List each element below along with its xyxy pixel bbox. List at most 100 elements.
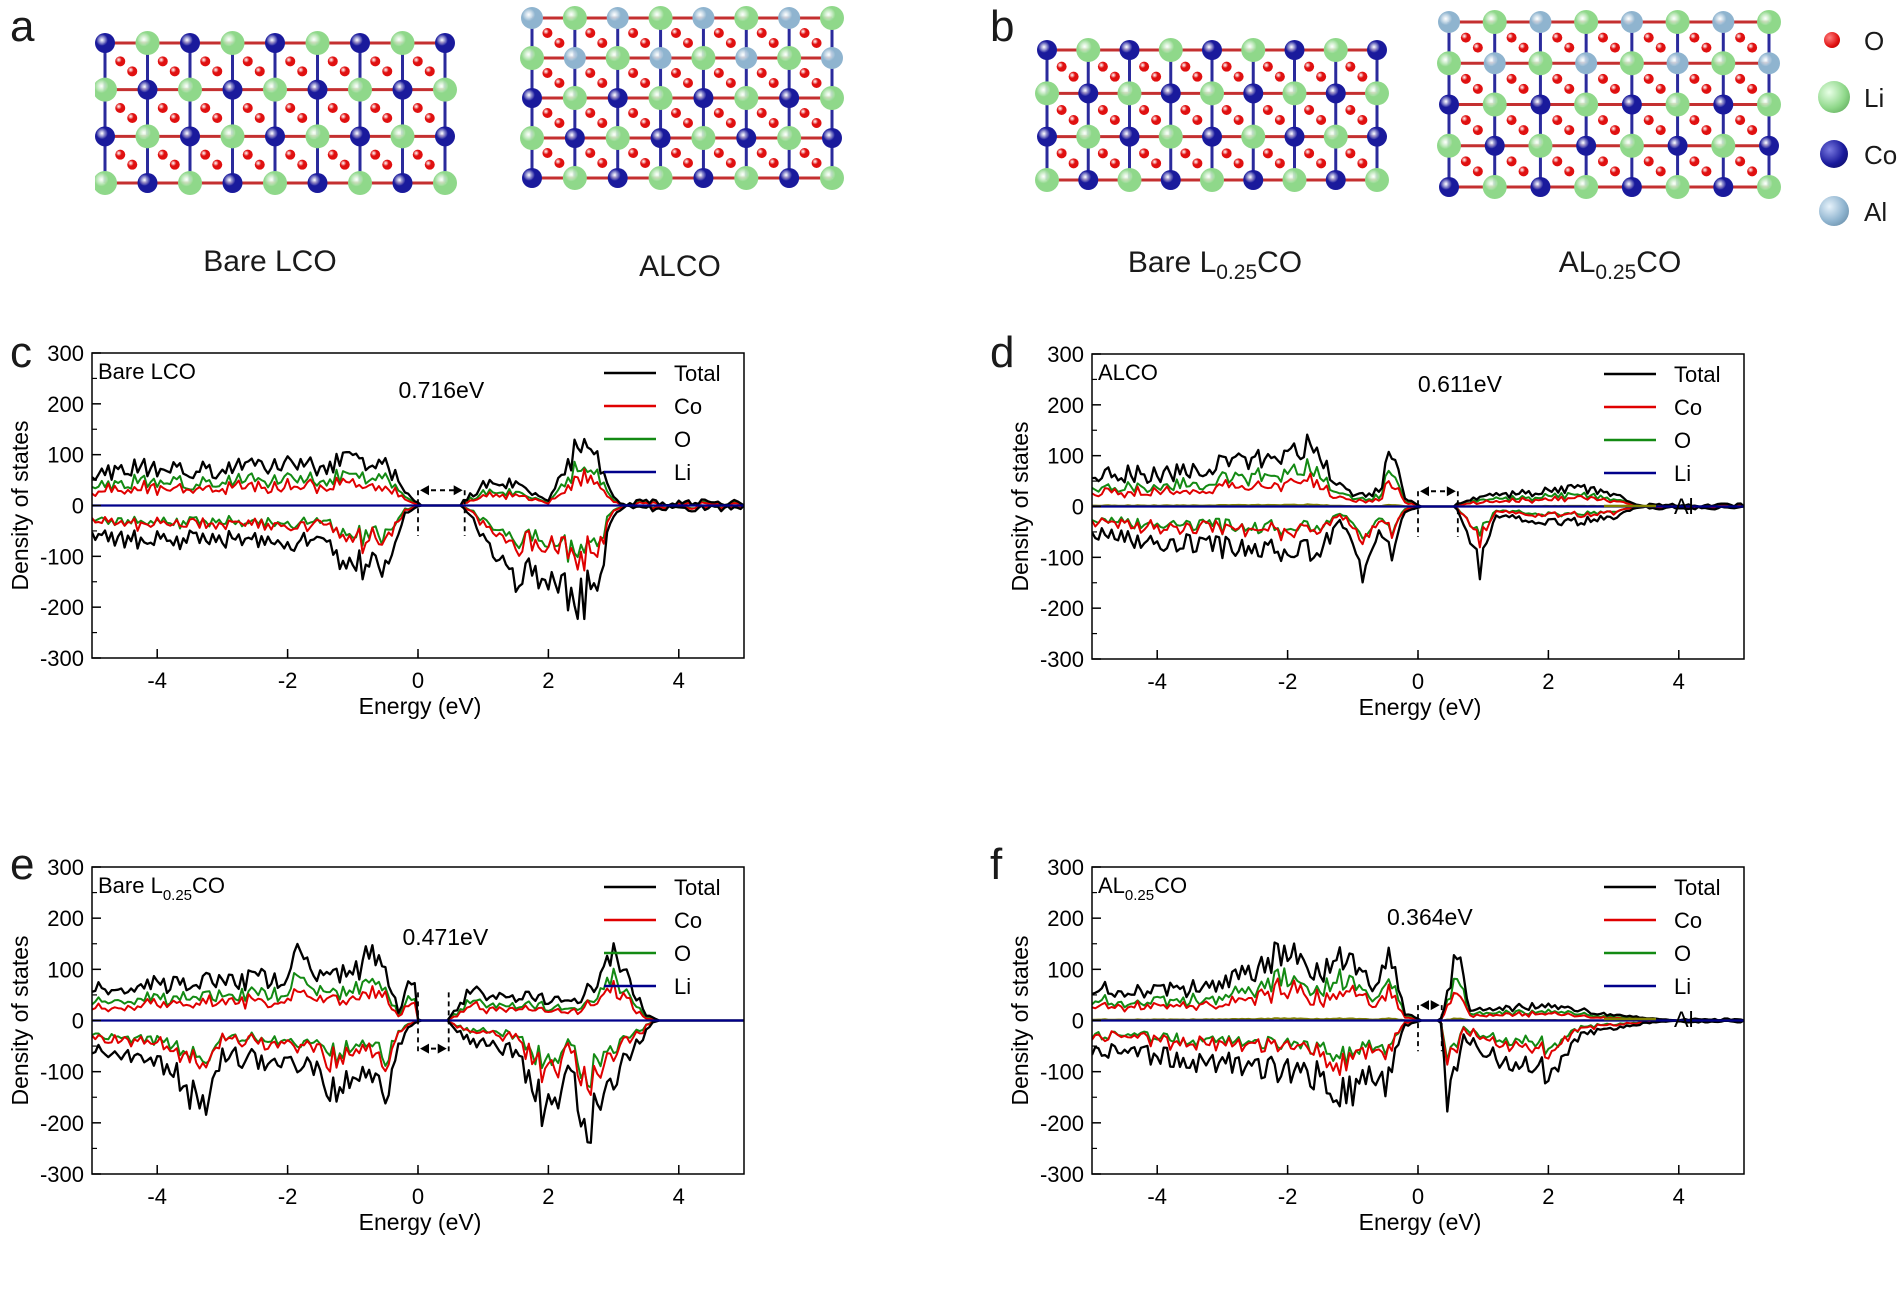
oxygen-atom xyxy=(585,108,596,118)
y-tick-label: -300 xyxy=(1040,1162,1084,1187)
oxygen-atom xyxy=(713,28,724,38)
lithium-atom xyxy=(1200,81,1224,106)
oxygen-atom xyxy=(1460,115,1471,126)
x-axis-label: Energy (eV) xyxy=(1359,694,1482,720)
lithium-atom xyxy=(734,166,759,190)
legend-label: Co xyxy=(674,908,702,933)
cobalt-atom xyxy=(392,173,413,193)
cobalt-atom xyxy=(1439,177,1459,197)
x-tick-label: 2 xyxy=(1542,1184,1554,1209)
atom-legend-li: Li xyxy=(1810,75,1900,132)
cobalt-atom xyxy=(1439,94,1459,115)
dos-chart-c: 300 200 100 0 -100 -200 -300 -4 -2 0 2 4 Energy (eV)… xyxy=(7,341,745,719)
x-tick-label: -4 xyxy=(1147,1184,1167,1209)
oxygen-atom xyxy=(1316,71,1327,82)
oxygen-atom xyxy=(640,118,651,128)
oxygen-atom xyxy=(157,103,168,113)
oxygen-atom xyxy=(640,78,651,88)
oxygen-atom xyxy=(1109,158,1120,169)
legend-label: Li xyxy=(1674,461,1691,486)
oxygen-atom xyxy=(628,28,639,38)
oxygen-atom xyxy=(1472,166,1483,177)
oxygen-atom xyxy=(1552,73,1563,84)
cobalt-atom xyxy=(1119,126,1140,147)
oxygen-atom xyxy=(1139,105,1150,115)
oxygen-atom xyxy=(542,148,553,158)
lithium-atom xyxy=(1482,175,1507,199)
panel-letter-b: b xyxy=(990,2,1015,51)
x-tick-label: -4 xyxy=(147,668,167,693)
oxygen-atom xyxy=(1735,156,1746,167)
oxygen-atom xyxy=(768,78,779,88)
oxygen-atom xyxy=(1472,125,1483,136)
y-tick-label: 0 xyxy=(72,1009,84,1034)
atom-legend-o: O xyxy=(1810,18,1900,75)
oxygen-atom xyxy=(1151,71,1162,82)
oxygen-atom xyxy=(1689,156,1700,167)
oxygen-atom xyxy=(1610,83,1620,94)
oxygen-atom xyxy=(382,113,393,123)
lithium-atom xyxy=(1528,133,1553,158)
oxygen-atom xyxy=(200,56,211,67)
oxygen-atom xyxy=(725,78,736,88)
oxygen-atom xyxy=(1689,73,1700,84)
oxygen-atom xyxy=(640,38,651,48)
oxygen-atom xyxy=(1518,166,1529,177)
oxygen-atom xyxy=(1598,115,1608,126)
y-tick-label: 0 xyxy=(1072,495,1084,520)
oxygen-atom xyxy=(811,118,822,128)
legend-label: Li xyxy=(674,974,691,999)
dos-chart-f: 300 200 100 0 -100 -200 -300 -4 -2 0 2 4 Energy (eV)… xyxy=(1007,855,1745,1235)
y-tick-label: -200 xyxy=(1040,1111,1084,1136)
oxygen-atom xyxy=(628,68,639,78)
cobalt-atom xyxy=(1284,126,1305,147)
oxygen-atom xyxy=(370,149,381,160)
oxygen-atom xyxy=(1097,61,1108,72)
oxygen-atom xyxy=(1221,61,1232,72)
oxygen-atom xyxy=(1643,115,1654,126)
aluminum-atom xyxy=(821,47,843,69)
cobalt-atom xyxy=(1037,40,1057,60)
lithium-atom xyxy=(135,31,160,55)
lithium-atom xyxy=(820,6,844,30)
oxygen-atom xyxy=(1655,166,1666,177)
atom-legend-al: Al xyxy=(1810,189,1900,246)
lithium-atom xyxy=(348,171,372,195)
oxygen-atom xyxy=(285,56,296,67)
y-axis-label: Density of states xyxy=(1007,421,1033,591)
cobalt-atom xyxy=(180,126,200,147)
structure-label-bare-l025co: Bare L0.25CO xyxy=(1085,246,1345,285)
lithium-atom xyxy=(1282,81,1307,106)
oxygen-atom xyxy=(1552,32,1563,43)
oxygen-atom xyxy=(1304,148,1315,159)
x-tick-label: -4 xyxy=(147,1184,167,1209)
y-axis-label: Density of states xyxy=(1007,935,1033,1105)
cobalt-atom xyxy=(779,168,800,188)
oxygen-atom xyxy=(1345,61,1356,72)
lithium-atom xyxy=(390,31,415,55)
oxygen-atom xyxy=(169,113,180,123)
label-end: CO xyxy=(1636,246,1682,279)
structure-bare-l025co xyxy=(1035,38,1389,192)
x-tick-label: 4 xyxy=(1673,1184,1685,1209)
x-tick-label: 2 xyxy=(542,668,554,693)
lithium-atom xyxy=(1035,81,1059,106)
oxygen-atom xyxy=(1655,125,1666,136)
oxygen-atom xyxy=(370,103,381,113)
oxygen-atom xyxy=(254,159,265,170)
cobalt-atom xyxy=(435,126,455,147)
cobalt-atom xyxy=(265,126,285,147)
oxygen-atom xyxy=(127,66,138,77)
oxygen-atom xyxy=(1735,73,1746,84)
atom-legend-label: Co xyxy=(1864,140,1898,170)
oxygen-atom xyxy=(297,113,308,123)
label-main: AL xyxy=(1558,246,1596,279)
oxygen-atom xyxy=(157,149,168,160)
series-line-total-up xyxy=(92,942,744,1022)
oxygen-atom xyxy=(811,78,822,88)
oxygen-atom xyxy=(1643,32,1654,43)
oxygen-atom xyxy=(799,148,810,158)
oxygen-atom xyxy=(1180,61,1191,72)
oxygen-atom xyxy=(1262,105,1273,115)
oxygen-atom xyxy=(1316,115,1327,125)
